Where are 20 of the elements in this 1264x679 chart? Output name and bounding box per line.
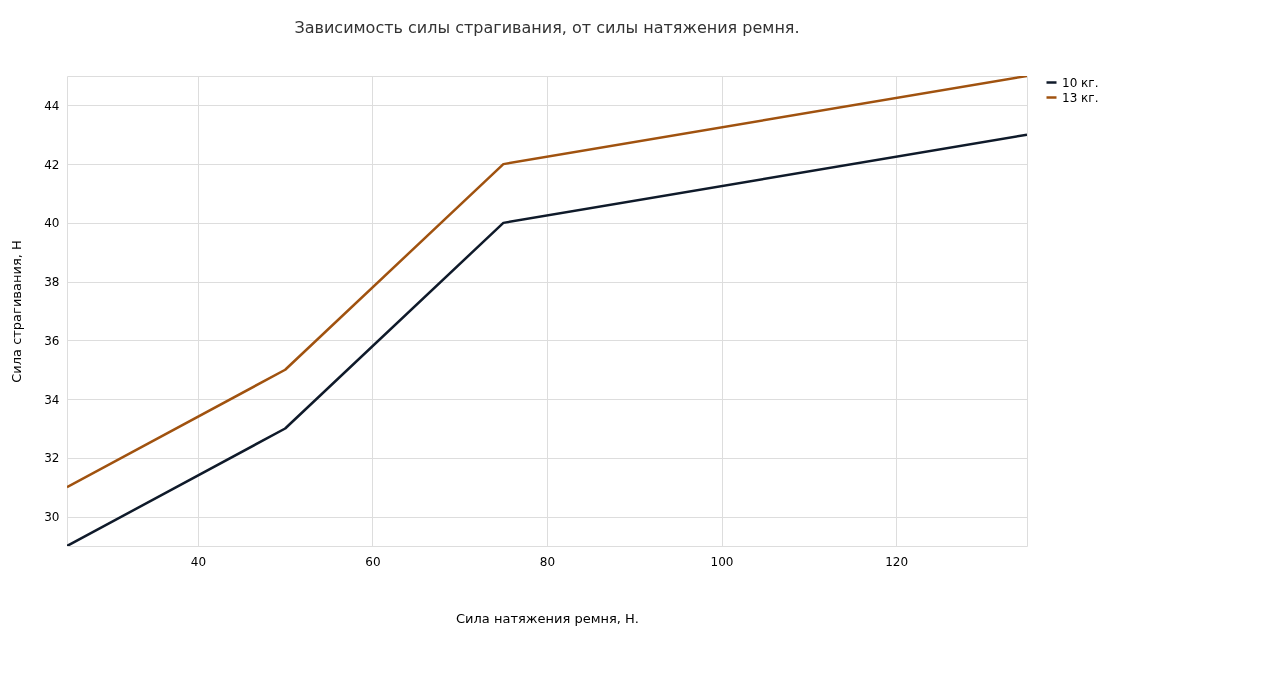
y-tick-label: 36 [44,333,60,348]
x-axis-title: Сила натяжения ремня, Н. [456,610,639,626]
x-tick-label: 60 [365,554,381,569]
legend-label: 10 кг. [1062,75,1099,90]
x-tick-label: 120 [885,554,909,569]
y-tick-label: 44 [44,98,60,113]
y-tick-label: 42 [44,157,60,172]
line-series [67,133,1027,546]
x-tick-label: 100 [710,554,734,569]
chart-title: Зависимость силы страгивания, от силы натяжения ремня. [294,18,800,37]
y-tick-label: 30 [44,510,60,525]
y-tick-label: 32 [44,451,60,466]
y-tick-label: 40 [44,216,60,231]
line-series [67,76,1027,489]
legend-label: 13 кг. [1062,90,1099,105]
y-tick-label: 34 [44,392,60,407]
y-tick-label: 38 [44,275,60,290]
x-tick-label: 80 [539,554,556,569]
y-axis-title: Сила страгивания, Н [9,240,25,383]
x-tick-label: 40 [190,554,207,569]
